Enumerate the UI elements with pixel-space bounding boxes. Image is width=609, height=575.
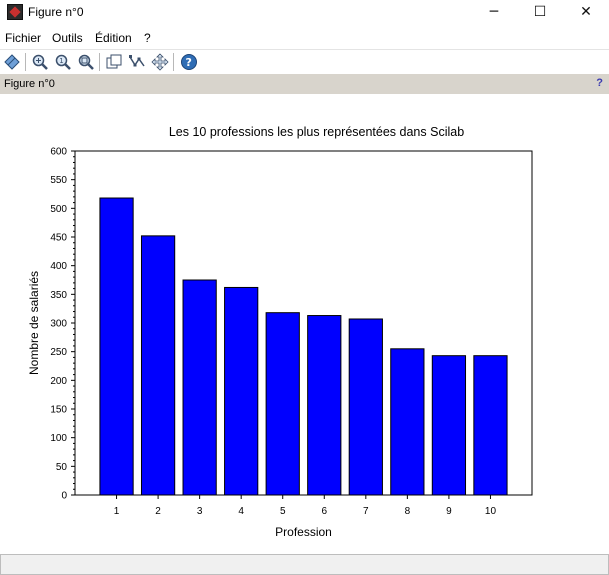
pan-icon[interactable] [151,53,169,71]
toolbar-separator [99,53,100,71]
figure-header: Figure n°0 ? [0,74,609,94]
menu-bar: Fichier Outils Édition ? [0,28,609,48]
chart-title: Les 10 professions les plus représentées… [169,125,464,139]
y-tick-label: 150 [50,405,67,416]
bar [348,318,383,496]
menu-help[interactable]: ? [144,31,151,45]
bar [99,197,134,496]
y-tick-label: 400 [50,261,67,272]
bar-chart: Les 10 professions les plus représentées… [27,125,533,539]
plot-area[interactable]: Les 10 professions les plus représentées… [0,94,609,552]
y-tick-label: 0 [61,491,67,502]
x-tick-label: 6 [321,506,327,517]
x-tick-label: 4 [238,506,244,517]
bar [265,312,300,496]
x-tick-label: 7 [363,506,369,517]
svg-text:1: 1 [59,57,63,65]
toolbar-separator [25,53,26,71]
close-button[interactable]: ✕ [580,4,592,20]
y-tick-label: 250 [50,347,67,358]
menu-fichier[interactable]: Fichier [5,31,42,45]
y-tick-label: 200 [50,376,67,387]
x-tick-label: 5 [280,506,286,517]
zoom-box-icon[interactable] [77,53,95,71]
help-icon[interactable]: ? [180,53,198,71]
y-axis-label: Nombre de salariés [27,271,41,375]
menu-edition[interactable]: Édition [95,31,132,45]
y-tick-label: 500 [50,204,67,215]
svg-text:?: ? [186,56,192,69]
toolbar: 1 ? [0,49,609,73]
y-tick-label: 50 [56,462,68,473]
window-title: Figure n°0 [28,5,84,19]
menu-outils[interactable]: Outils [52,31,83,45]
x-tick-label: 9 [446,506,452,517]
scilab-app-icon [7,4,23,20]
figure-icon[interactable] [3,53,21,71]
bar [182,279,217,496]
y-tick-label: 300 [50,319,67,330]
y-tick-label: 600 [50,147,67,158]
x-tick-label: 8 [405,506,411,517]
x-axis-label: Profession [275,525,332,539]
y-tick-label: 350 [50,290,67,301]
minimize-button[interactable]: ─ [489,4,499,20]
x-tick-label: 1 [114,506,120,517]
bar [473,355,508,496]
bar [140,235,176,496]
rotate-icon[interactable] [105,53,123,71]
figure-name: Figure n°0 [4,78,55,90]
bar [431,355,467,496]
bar [307,315,342,496]
title-bar: Figure n°0 ─ ☐ ✕ [0,0,609,26]
x-tick-label: 2 [155,506,161,517]
bar [224,286,259,496]
x-tick-label: 3 [197,506,203,517]
datatip-icon[interactable] [128,53,146,71]
toolbar-separator [173,53,174,71]
y-tick-label: 550 [50,175,67,186]
maximize-button[interactable]: ☐ [533,4,547,20]
zoom-icon[interactable] [31,53,49,71]
bar [390,348,425,496]
x-tick-label: 10 [485,506,497,517]
status-bar [0,554,609,575]
zoom-original-icon[interactable]: 1 [54,53,72,71]
y-tick-label: 100 [50,433,67,444]
figure-help-button[interactable]: ? [596,77,603,89]
y-tick-label: 450 [50,233,67,244]
